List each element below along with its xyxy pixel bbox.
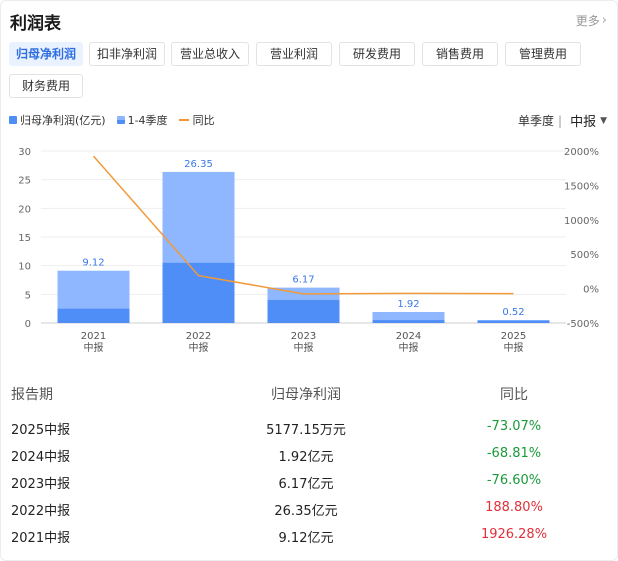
tab-admin-expense[interactable]: 管理费用 (505, 42, 581, 66)
bar-value-label: 0.52 (502, 307, 524, 318)
row-yoy: -68.81% (486, 446, 542, 461)
tab-net-profit[interactable]: 归母净利润 (9, 42, 83, 66)
period-label: 单季度 (518, 114, 555, 128)
y-tick-label-left: 25 (18, 176, 31, 187)
more-label: 更多 (575, 14, 600, 28)
legend-label-quarters: 1-4季度 (127, 114, 168, 127)
x-tick-label-year: 2024 (396, 331, 421, 342)
bar-value-label: 26.35 (184, 159, 213, 170)
tab-rd-expense[interactable]: 研发费用 (339, 42, 415, 66)
bar-portion (267, 300, 340, 323)
legend-swatch-yoy (178, 119, 189, 121)
y-tick-label-right: 0% (583, 285, 599, 296)
y-tick-label-left: 15 (18, 233, 31, 244)
y-tick-label-right: 500% (570, 250, 599, 261)
period-separator: | (558, 113, 563, 128)
y-tick-label-left: 0 (25, 319, 31, 330)
bar-total (372, 311, 445, 323)
row-net-profit: 6.17亿元 (278, 477, 334, 492)
row-yoy: 1926.28% (480, 527, 548, 542)
bar-value-label: 6.17 (292, 275, 314, 286)
table-header: 报告期 归母净利润 同比 (1, 384, 618, 410)
header-period: 报告期 (11, 387, 53, 403)
table-row: 2023中报 6.17亿元 -76.60% (1, 473, 618, 499)
table-row: 2022中报 26.35亿元 188.80% (1, 500, 618, 526)
y-tick-label-right: 1500% (564, 181, 599, 192)
row-period: 2024中报 (11, 450, 71, 465)
tab-deducted-net-profit[interactable]: 扣非净利润 (89, 42, 165, 66)
row-yoy: -76.60% (486, 473, 542, 488)
y-tick-label-right: 2000% (564, 147, 599, 158)
chart-legend: 归母净利润(亿元) 1-4季度 同比 (9, 112, 226, 128)
table-row: 2021中报 9.12亿元 1926.28% (1, 527, 618, 553)
x-tick-label-year: 2021 (81, 331, 106, 342)
tab-operating-profit[interactable]: 营业利润 (256, 42, 332, 66)
header-net-profit: 归母净利润 (271, 387, 341, 403)
legend-item-quarters[interactable]: 1-4季度 (116, 112, 168, 128)
tab-sales-expense[interactable]: 销售费用 (422, 42, 498, 66)
period-selector: 单季度 | 中报 ▼ (518, 111, 607, 131)
row-period: 2021中报 (11, 531, 71, 546)
net-profit-chart: 051015202530-500%0%500%1000%1500%2000%9.… (18, 147, 599, 354)
x-tick-label-period: 中报 (399, 341, 419, 354)
y-tick-label-left: 30 (18, 147, 31, 158)
tab-financial-expense[interactable]: 财务费用 (9, 74, 83, 98)
bar-portion (57, 308, 130, 323)
y-tick-label-left: 10 (18, 262, 31, 273)
header-yoy: 同比 (500, 387, 528, 403)
bar-portion (162, 262, 235, 323)
row-net-profit: 9.12亿元 (278, 531, 334, 546)
more-link[interactable]: 更多 › (576, 12, 607, 29)
legend-swatch-net-profit (9, 116, 17, 124)
y-tick-label-right: -500% (567, 319, 599, 330)
caret-down-icon[interactable]: ▼ (600, 115, 607, 126)
row-net-profit: 5177.15万元 (266, 423, 346, 438)
x-tick-label-year: 2022 (186, 331, 211, 342)
row-yoy: 188.80% (485, 500, 543, 515)
legend-label-yoy: 同比 (192, 114, 215, 127)
period-dropdown[interactable]: 中报 (570, 115, 597, 130)
y-tick-label-left: 20 (18, 204, 31, 215)
row-period: 2022中报 (11, 504, 71, 519)
legend-swatch-quarters (116, 116, 125, 124)
bar-portion (372, 320, 445, 323)
x-tick-label-year: 2025 (501, 331, 526, 342)
yoy-line (92, 155, 514, 295)
x-tick-label-period: 中报 (189, 341, 209, 354)
table-row: 2025中报 5177.15万元 -73.07% (1, 419, 618, 445)
legend-label-net-profit: 归母净利润(亿元) (20, 114, 106, 127)
row-net-profit: 1.92亿元 (278, 450, 334, 465)
y-tick-label-right: 1000% (564, 216, 599, 227)
row-net-profit: 26.35亿元 (274, 504, 338, 519)
row-period: 2023中报 (11, 477, 71, 492)
x-tick-label-year: 2023 (291, 331, 316, 342)
y-tick-label-left: 5 (25, 290, 31, 301)
table-row: 2024中报 1.92亿元 -68.81% (1, 446, 618, 472)
x-tick-label-period: 中报 (294, 341, 314, 354)
card-title: 利润表 (10, 14, 61, 34)
legend-item-net-profit[interactable]: 归母净利润(亿元) (9, 112, 106, 128)
x-tick-label-period: 中报 (84, 341, 104, 354)
bar-value-label: 1.92 (397, 299, 419, 310)
x-tick-label-period: 中报 (504, 341, 524, 354)
bar-portion (477, 320, 550, 323)
chevron-right-icon: › (601, 13, 607, 28)
tab-total-revenue[interactable]: 营业总收入 (171, 42, 249, 66)
legend-item-yoy[interactable]: 同比 (178, 112, 215, 128)
row-period: 2025中报 (11, 423, 71, 438)
row-yoy: -73.07% (486, 419, 542, 434)
bar-value-label: 9.12 (82, 258, 104, 269)
